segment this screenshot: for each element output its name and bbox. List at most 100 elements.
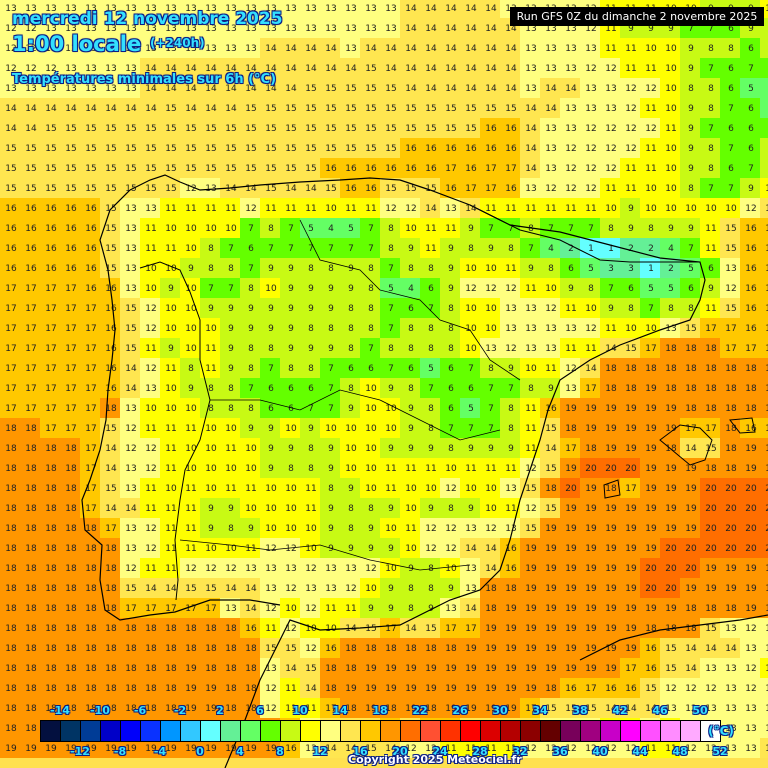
temperature-value: 16: [605, 684, 617, 694]
temperature-value: 13: [125, 484, 137, 494]
temperature-value: 7: [388, 304, 394, 314]
temperature-value: 10: [465, 304, 477, 314]
temperature-value: 19: [445, 664, 457, 674]
map-cell: [620, 98, 640, 118]
temperature-value: 7: [388, 364, 394, 374]
temperature-value: 19: [505, 664, 517, 674]
temperature-value: 6: [748, 124, 754, 134]
temperature-value: 9: [428, 604, 434, 614]
map-cell: [240, 118, 260, 138]
map-cell: [300, 118, 320, 138]
temperature-value: 16: [5, 264, 17, 274]
temperature-value: 11: [185, 524, 197, 534]
temperature-value: 13: [305, 24, 317, 34]
temperature-value: 15: [25, 164, 37, 174]
temperature-value: 13: [725, 704, 737, 714]
temperature-value: 15: [125, 324, 137, 334]
temperature-value: 18: [65, 604, 77, 614]
map-cell: [420, 118, 440, 138]
map-cell: [300, 0, 320, 18]
temperature-value: 18: [65, 624, 77, 634]
temperature-value: 19: [645, 424, 657, 434]
temperature-value: 13: [85, 84, 97, 94]
map-cell: [740, 158, 760, 178]
temperature-value: 7: [761, 64, 768, 74]
color-swatch: [201, 721, 221, 741]
temperature-value: 20: [761, 544, 768, 554]
temperature-value: 8: [248, 404, 254, 414]
temperature-value: 11: [465, 464, 477, 474]
map-cell: [760, 38, 768, 58]
temperature-value: 15: [205, 124, 217, 134]
temperature-value: 10: [225, 544, 237, 554]
map-cell: [320, 78, 340, 98]
temperature-value: 9: [288, 444, 294, 454]
temperature-value: 13: [745, 744, 757, 754]
temperature-value: 10: [545, 284, 557, 294]
map-cell: [380, 78, 400, 98]
temperature-value: 8: [268, 344, 274, 354]
temperature-value: 17: [445, 624, 457, 634]
temperature-value: 19: [705, 564, 717, 574]
temperature-value: 18: [65, 464, 77, 474]
temperature-value: 16: [105, 284, 117, 294]
temperature-value: 8: [688, 304, 694, 314]
map-cell: [260, 138, 280, 158]
temperature-value: 8: [548, 264, 554, 274]
map-cell: [220, 38, 240, 58]
temperature-value: 13: [125, 264, 137, 274]
temperature-value: 16: [745, 304, 757, 314]
temperature-value: 13: [745, 644, 757, 654]
temperature-value: 16: [761, 324, 768, 334]
temperature-value: 19: [625, 564, 637, 574]
temperature-value: 18: [405, 644, 417, 654]
copyright-text: Copyright 2025 Meteociel.fr: [348, 753, 522, 766]
temperature-value: 18: [645, 364, 657, 374]
temperature-value: 10: [165, 384, 177, 394]
map-cell: [740, 118, 760, 138]
temperature-value: 8: [448, 344, 454, 354]
temperature-value: 11: [625, 44, 637, 54]
temperature-value: 13: [485, 344, 497, 354]
temperature-value: 18: [65, 564, 77, 574]
map-cell: [200, 38, 220, 58]
temperature-value: 15: [385, 124, 397, 134]
temperature-value: 15: [105, 484, 117, 494]
map-cell: [480, 58, 500, 78]
temperature-value: 5: [428, 364, 434, 374]
temperature-value: 10: [465, 264, 477, 274]
map-cell: [280, 158, 300, 178]
map-cell: [420, 78, 440, 98]
temperature-value: 11: [485, 204, 497, 214]
temperature-value: 9: [268, 464, 274, 474]
temperature-value: 12: [445, 524, 457, 534]
temperature-value: 20: [705, 524, 717, 534]
temperature-value: 13: [125, 24, 137, 34]
temperature-value: 9: [188, 264, 194, 274]
temperature-value: 12: [365, 564, 377, 574]
temperature-value: 8: [761, 164, 768, 174]
temperature-value: 10: [645, 184, 657, 194]
temperature-value: 18: [685, 604, 697, 614]
temperature-value: 7: [688, 24, 694, 34]
temperature-value: 12: [145, 524, 157, 534]
temperature-value: 12: [25, 44, 37, 54]
temperature-value: 12: [625, 124, 637, 134]
temperature-value: 10: [525, 364, 537, 374]
map-cell: [240, 158, 260, 178]
temperature-value: 9: [488, 444, 494, 454]
temperature-value: 8: [308, 264, 314, 274]
temperature-value: 3: [608, 264, 614, 274]
temperature-value: 16: [405, 164, 417, 174]
temperature-value: 12: [745, 204, 757, 214]
temperature-value: 18: [125, 644, 137, 654]
temperature-value: 12: [225, 564, 237, 574]
temperature-value: 10: [205, 444, 217, 454]
temperature-value: 11: [185, 204, 197, 214]
temperature-value: 13: [125, 244, 137, 254]
map-cell: [280, 98, 300, 118]
map-cell: [740, 58, 760, 78]
temperature-value: 18: [105, 684, 117, 694]
temperature-value: 18: [45, 444, 57, 454]
